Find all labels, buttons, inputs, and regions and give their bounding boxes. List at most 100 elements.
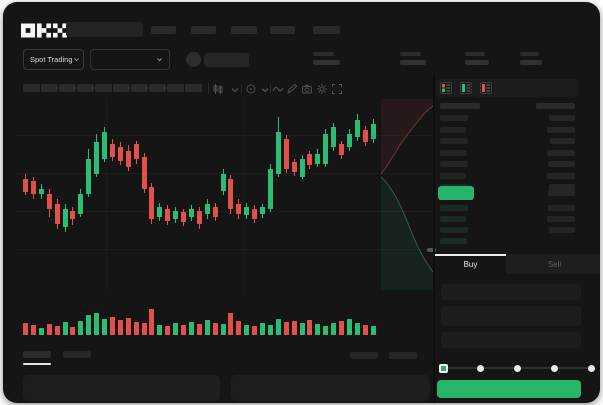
orderbook-bid-row[interactable]	[440, 238, 467, 244]
volume-bar	[62, 322, 68, 335]
toolbar-item-placeholder[interactable]	[59, 84, 76, 92]
volume-bar	[157, 325, 163, 335]
tab-buy-label: Buy	[463, 259, 478, 269]
toolbar-item-placeholder[interactable]	[167, 84, 184, 92]
nav-item-placeholder[interactable]	[270, 26, 295, 34]
toolbar-item-placeholder[interactable]	[149, 84, 166, 92]
price-chart[interactable]	[17, 99, 431, 292]
pair-selector[interactable]	[90, 49, 170, 70]
chart-type-chevron-icon[interactable]	[229, 84, 241, 96]
slider-stop-dot[interactable]	[551, 365, 558, 372]
slider-handle[interactable]	[439, 364, 448, 373]
orderbook-ask-amount[interactable]	[547, 149, 575, 156]
line-tool-icon[interactable]	[272, 83, 284, 95]
candle	[212, 207, 218, 217]
indicators-chevron-icon[interactable]	[259, 84, 271, 96]
volume-bar	[125, 318, 131, 335]
orderbook-ask-row[interactable]	[440, 126, 466, 133]
slider-stop-dot[interactable]	[514, 365, 521, 372]
camera-icon[interactable]	[301, 83, 313, 95]
volume-bar	[244, 325, 250, 335]
nav-item-placeholder[interactable]	[313, 26, 340, 34]
orderbook-bid-amount[interactable]	[548, 205, 575, 211]
tab-sell[interactable]: Sell	[506, 254, 600, 274]
orderbook-ask-row[interactable]	[440, 149, 467, 156]
coin-avatar[interactable]	[186, 52, 201, 67]
orderbook-bid-amount[interactable]	[547, 216, 575, 222]
bottom-action-placeholder[interactable]	[350, 352, 378, 359]
buy-submit-button[interactable]	[437, 380, 581, 398]
orderbook-bid-row[interactable]	[440, 205, 468, 211]
bottom-tab-placeholder-active[interactable]	[23, 351, 51, 358]
orderbook-ask-amount[interactable]	[547, 172, 575, 179]
price-input[interactable]	[441, 284, 581, 300]
orderbook-ask-amount[interactable]	[549, 184, 575, 190]
volume-bar	[299, 323, 305, 335]
combined-book-icon[interactable]	[440, 82, 452, 94]
volume-chart	[17, 299, 431, 335]
gridline	[17, 173, 431, 174]
volume-bar	[354, 323, 360, 335]
nav-item-placeholder[interactable]	[231, 26, 257, 34]
last-price-highlight[interactable]	[438, 186, 474, 200]
total-input[interactable]	[441, 332, 581, 348]
volume-bar	[54, 326, 60, 335]
orders-panel-placeholder	[23, 375, 220, 401]
active-tab-underline	[23, 363, 51, 365]
candle	[331, 127, 337, 147]
market-type-selector[interactable]: Spot Trading	[23, 49, 84, 70]
orderbook-bid-amount[interactable]	[549, 227, 575, 233]
nav-item-placeholder[interactable]	[151, 26, 176, 34]
orderbook-ask-amount[interactable]	[550, 138, 575, 144]
indicators-icon[interactable]	[245, 83, 257, 95]
search-bar[interactable]	[66, 22, 143, 37]
candle	[94, 142, 100, 174]
orderbook-ask-amount[interactable]	[547, 126, 575, 133]
toolbar-item-placeholder[interactable]	[185, 84, 202, 92]
amount-input[interactable]	[441, 306, 581, 326]
orderbook-ask-row[interactable]	[440, 172, 466, 179]
toolbar-item-placeholder[interactable]	[23, 84, 40, 92]
volume-bar	[204, 320, 210, 335]
toolbar-item-placeholder[interactable]	[77, 84, 94, 92]
bottom-action-placeholder[interactable]	[389, 352, 417, 359]
toolbar-item-placeholder[interactable]	[131, 84, 148, 92]
gridline	[243, 99, 244, 292]
volume-bar	[102, 319, 107, 335]
depth-asks-line	[381, 105, 433, 175]
orderbook-bid-row[interactable]	[440, 227, 468, 233]
volume-bar	[94, 313, 100, 335]
orderbook-ask-row[interactable]	[440, 115, 468, 121]
candle	[339, 144, 344, 155]
candle	[54, 204, 60, 224]
volume-bar	[252, 326, 258, 335]
gridline	[106, 99, 107, 292]
toolbar-item-placeholder[interactable]	[41, 84, 58, 92]
chart-type-icon[interactable]	[212, 83, 224, 95]
nav-item-placeholder[interactable]	[191, 26, 216, 34]
fullscreen-icon[interactable]	[331, 83, 343, 95]
volume-bar	[149, 309, 155, 335]
bottom-tab-placeholder[interactable]	[63, 351, 91, 358]
okx-logo[interactable]	[21, 23, 67, 38]
orderbook-ask-row[interactable]	[440, 138, 468, 144]
settings-icon[interactable]	[316, 83, 328, 95]
volume-bar	[23, 323, 28, 335]
candle	[244, 207, 250, 215]
orderbook-ask-row[interactable]	[440, 161, 468, 167]
slider-stop-dot[interactable]	[477, 365, 484, 372]
orderbook-ask-amount[interactable]	[548, 161, 575, 167]
slider-stop-dot[interactable]	[588, 365, 595, 372]
candle	[38, 189, 44, 194]
toolbar-item-placeholder[interactable]	[113, 84, 130, 92]
tab-buy[interactable]: Buy	[435, 254, 506, 274]
orderbook-view-toolbar	[435, 79, 579, 97]
toolbar-item-placeholder[interactable]	[95, 84, 112, 92]
draw-icon[interactable]	[286, 83, 298, 95]
orderbook-bid-row[interactable]	[440, 216, 466, 222]
asks-only-icon[interactable]	[480, 82, 492, 94]
bids-only-icon[interactable]	[460, 82, 472, 94]
orderbook-ask-amount[interactable]	[549, 115, 575, 121]
volume-bar	[173, 323, 179, 335]
toolbar-divider	[241, 84, 242, 93]
